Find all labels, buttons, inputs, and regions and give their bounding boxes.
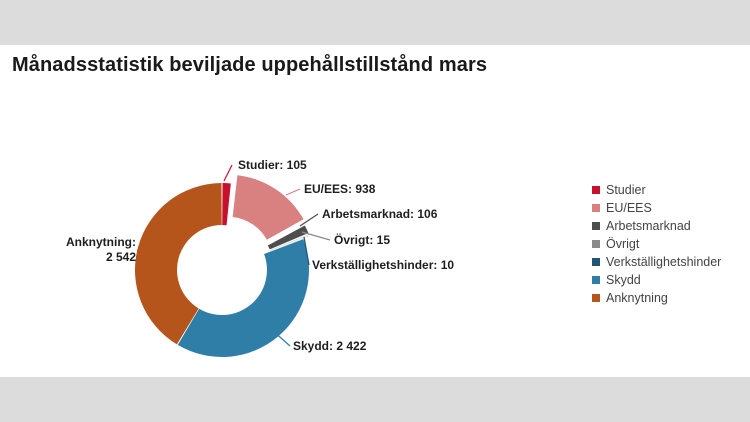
- leader-line: [303, 236, 310, 266]
- legend-label: Skydd: [606, 273, 641, 287]
- legend-label: EU/EES: [606, 201, 652, 215]
- label-verkstallighetshinder: Verkställighetshinder: 10: [312, 258, 454, 272]
- legend-swatch: [592, 222, 600, 230]
- label-ovrigt: Övrigt: 15: [334, 232, 390, 247]
- chart-card: Månadsstatistik beviljade uppehållstills…: [0, 45, 750, 377]
- slice-verkställighetshinder[interactable]: [270, 235, 310, 252]
- legend-swatch: [592, 186, 600, 194]
- chart-legend: Studier EU/EES Arbetsmarknad Övrigt Verk…: [592, 181, 721, 307]
- slice-övrigt[interactable]: [270, 234, 310, 251]
- legend-label: Övrigt: [606, 237, 640, 251]
- leader-line: [271, 329, 291, 347]
- leader-lines: [136, 164, 331, 347]
- legend-label: Anknytning: [606, 291, 668, 305]
- label-studier: Studier: 105: [238, 158, 307, 172]
- leader-line: [223, 164, 233, 182]
- legend-label: Arbetsmarknad: [606, 219, 691, 233]
- slice-studier[interactable]: [222, 183, 231, 226]
- slice-labels: Studier: 105 EU/EES: 938 Arbetsmarknad: …: [66, 158, 454, 353]
- legend-swatch: [592, 258, 600, 266]
- label-arbetsmarknad: Arbetsmarknad: 106: [322, 207, 438, 221]
- leader-line: [299, 213, 319, 227]
- legend-swatch: [592, 240, 600, 248]
- donut-slices: [135, 175, 310, 357]
- leader-line: [285, 188, 301, 196]
- label-skydd: Skydd: 2 422: [293, 339, 367, 353]
- legend-swatch: [592, 276, 600, 284]
- legend-label: Verkställighetshinder: [606, 255, 722, 269]
- legend-item-studier[interactable]: Studier: [592, 181, 721, 199]
- donut-chart: Studier: 105 EU/EES: 938 Arbetsmarknad: …: [66, 158, 454, 357]
- legend-swatch: [592, 294, 600, 302]
- chart-title: Månadsstatistik beviljade uppehållstills…: [12, 54, 488, 76]
- legend-label: Studier: [606, 183, 646, 197]
- leader-line: [301, 231, 331, 241]
- label-anknytning-name: Anknytning:: [66, 235, 136, 249]
- label-anknytning-value: 2 542: [106, 250, 136, 264]
- leader-line: [136, 249, 147, 256]
- legend-item-arbetsmarknad[interactable]: Arbetsmarknad: [592, 217, 721, 235]
- legend-item-anknytning[interactable]: Anknytning: [592, 289, 721, 307]
- legend-item-skydd[interactable]: Skydd: [592, 271, 721, 289]
- slice-arbetsmarknad[interactable]: [267, 225, 309, 250]
- legend-item-ovrigt[interactable]: Övrigt: [592, 235, 721, 253]
- slice-anknytning[interactable]: [135, 183, 222, 345]
- legend-item-eu-ees[interactable]: EU/EES: [592, 199, 721, 217]
- legend-item-verkstallighetshinder[interactable]: Verkställighetshinder: [592, 253, 721, 271]
- slice-eu-ees[interactable]: [232, 175, 304, 240]
- legend-swatch: [592, 204, 600, 212]
- slice-skydd[interactable]: [177, 239, 309, 357]
- label-eu-ees: EU/EES: 938: [304, 182, 376, 196]
